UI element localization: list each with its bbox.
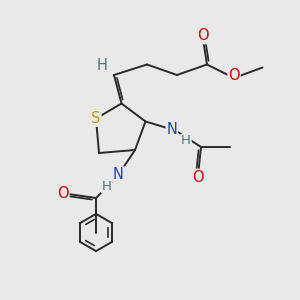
Text: O: O	[197, 28, 208, 44]
Text: H: H	[181, 134, 191, 148]
Text: H: H	[102, 179, 111, 193]
Text: S: S	[91, 111, 101, 126]
Text: H: H	[97, 58, 107, 74]
Text: O: O	[228, 68, 240, 83]
Text: O: O	[57, 186, 69, 201]
Text: N: N	[167, 122, 177, 136]
Text: N: N	[113, 167, 124, 182]
Text: O: O	[192, 169, 204, 184]
